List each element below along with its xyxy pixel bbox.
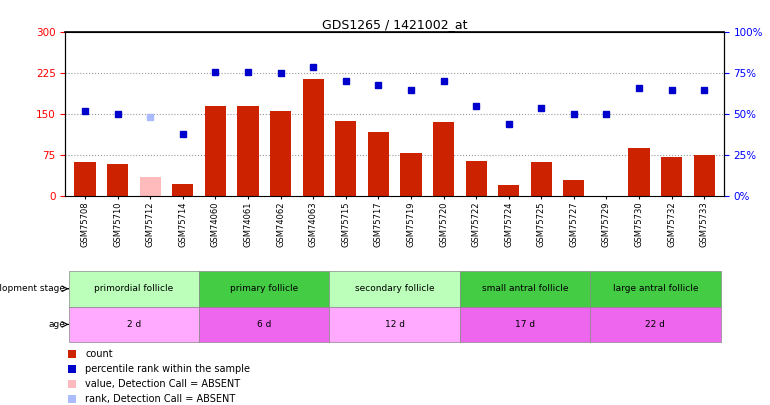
Text: primary follicle: primary follicle <box>230 284 299 293</box>
Text: count: count <box>85 349 113 358</box>
Bar <box>564 180 584 196</box>
Bar <box>270 111 291 196</box>
Bar <box>172 184 193 196</box>
Text: development stage: development stage <box>0 284 65 293</box>
Bar <box>205 106 226 196</box>
Title: GDS1265 / 1421002_at: GDS1265 / 1421002_at <box>322 18 467 31</box>
Bar <box>69 307 199 342</box>
Bar <box>335 121 357 196</box>
Bar <box>694 155 715 196</box>
Bar <box>75 162 95 196</box>
Bar <box>400 153 421 196</box>
Text: age: age <box>49 320 65 329</box>
Bar <box>330 307 460 342</box>
Text: secondary follicle: secondary follicle <box>355 284 434 293</box>
Bar <box>466 160 487 196</box>
Bar <box>628 148 650 196</box>
Bar <box>139 177 161 196</box>
Bar <box>237 106 259 196</box>
Bar <box>330 271 460 307</box>
Bar <box>199 307 330 342</box>
Bar <box>460 307 590 342</box>
Bar <box>590 307 721 342</box>
Text: 6 d: 6 d <box>257 320 272 329</box>
Text: 12 d: 12 d <box>385 320 404 329</box>
Text: small antral follicle: small antral follicle <box>482 284 568 293</box>
Bar <box>433 122 454 196</box>
Text: primordial follicle: primordial follicle <box>94 284 173 293</box>
Bar <box>498 185 519 196</box>
Bar <box>199 271 330 307</box>
Bar <box>368 132 389 196</box>
Bar <box>661 157 682 196</box>
Bar <box>590 271 721 307</box>
Bar <box>107 164 128 196</box>
Bar <box>69 271 199 307</box>
Text: 22 d: 22 d <box>645 320 665 329</box>
Text: 2 d: 2 d <box>127 320 141 329</box>
Text: 17 d: 17 d <box>515 320 535 329</box>
Bar <box>460 271 590 307</box>
Bar <box>303 79 323 196</box>
Text: value, Detection Call = ABSENT: value, Detection Call = ABSENT <box>85 379 240 389</box>
Text: rank, Detection Call = ABSENT: rank, Detection Call = ABSENT <box>85 394 236 404</box>
Bar <box>531 162 552 196</box>
Text: large antral follicle: large antral follicle <box>613 284 698 293</box>
Text: percentile rank within the sample: percentile rank within the sample <box>85 364 250 373</box>
